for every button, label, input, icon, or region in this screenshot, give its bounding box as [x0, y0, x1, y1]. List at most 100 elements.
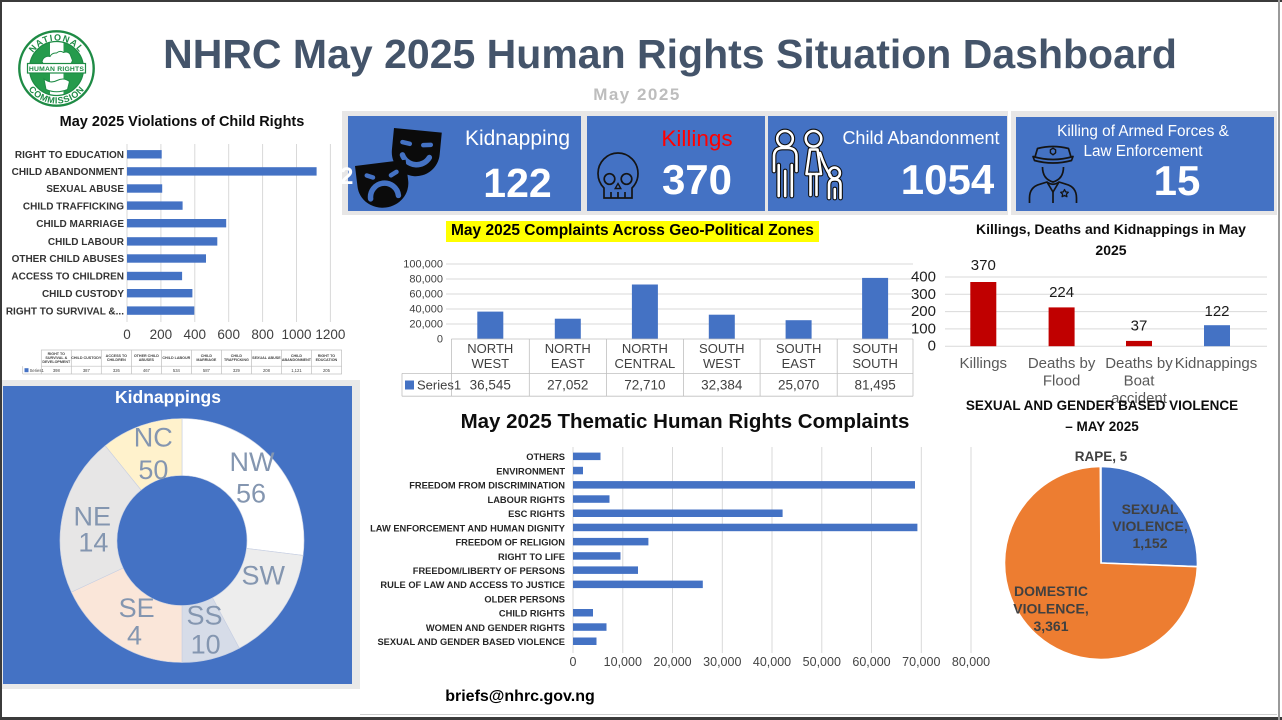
- svg-text:467: 467: [143, 368, 151, 373]
- svg-text:1000: 1000: [281, 327, 311, 342]
- svg-text:Kidnappings: Kidnappings: [1175, 355, 1258, 372]
- svg-text:10: 10: [191, 630, 221, 660]
- svg-text:FREEDOM FROM DISCRIMINATION: FREEDOM FROM DISCRIMINATION: [409, 481, 565, 491]
- svg-text:SE: SE: [119, 593, 155, 623]
- svg-text:122: 122: [1204, 303, 1229, 320]
- svg-text:SW: SW: [242, 561, 286, 591]
- svg-text:Killings, Deaths and Kidnappin: Killings, Deaths and Kidnappings in May: [976, 221, 1246, 237]
- svg-text:20,000: 20,000: [409, 319, 443, 331]
- svg-text:NC: NC: [134, 423, 173, 453]
- svg-text:208: 208: [263, 368, 271, 373]
- svg-text:RAPE, 5: RAPE, 5: [1075, 449, 1128, 464]
- svg-text:Series1: Series1: [30, 368, 45, 373]
- svg-text:50: 50: [138, 455, 168, 485]
- svg-text:100: 100: [911, 320, 936, 337]
- svg-text:SS: SS: [186, 601, 222, 631]
- svg-text:May 2025 Violations of Child R: May 2025 Violations of Child Rights: [60, 114, 305, 130]
- svg-text:1200: 1200: [315, 327, 345, 342]
- svg-text:1,121: 1,121: [291, 368, 302, 373]
- svg-text:200: 200: [911, 303, 936, 320]
- svg-text:20,000: 20,000: [653, 655, 691, 669]
- svg-text:27,052: 27,052: [547, 378, 588, 393]
- svg-text:CHILD TRAFFICKING: CHILD TRAFFICKING: [23, 201, 124, 212]
- svg-text:40,000: 40,000: [409, 304, 443, 316]
- svg-text:205: 205: [323, 368, 331, 373]
- svg-text:80,000: 80,000: [952, 655, 990, 669]
- svg-text:60,000: 60,000: [852, 655, 890, 669]
- svg-text:SEXUAL ABUSE: SEXUAL ABUSE: [46, 184, 124, 195]
- svg-text:0: 0: [437, 334, 443, 346]
- svg-text:Series1: Series1: [417, 378, 461, 393]
- svg-text:600: 600: [217, 327, 240, 342]
- svg-text:534: 534: [173, 368, 181, 373]
- svg-text:72,710: 72,710: [624, 378, 665, 393]
- svg-text:SEXUAL: SEXUAL: [1122, 501, 1179, 517]
- svg-text:ACCESS TO CHILDREN: ACCESS TO CHILDREN: [11, 272, 124, 283]
- svg-text:VIOLENCE,: VIOLENCE,: [1112, 518, 1187, 534]
- svg-text:CHILD LABOUR: CHILD LABOUR: [48, 237, 125, 248]
- svg-text:587: 587: [203, 368, 211, 373]
- svg-text:10,000: 10,000: [604, 655, 642, 669]
- svg-text:SEXUAL ABUSE: SEXUAL ABUSE: [252, 356, 281, 360]
- svg-text:36,545: 36,545: [470, 378, 511, 393]
- svg-text:100,000: 100,000: [403, 259, 443, 271]
- svg-text:4: 4: [127, 621, 142, 651]
- svg-text:25,070: 25,070: [778, 378, 819, 393]
- svg-text:37: 37: [1131, 318, 1148, 335]
- svg-text:CHILD RIGHTS: CHILD RIGHTS: [499, 609, 565, 619]
- svg-text:ENVIRONMENT: ENVIRONMENT: [496, 466, 565, 476]
- svg-text:LAW ENFORCEMENT AND HUMAN DIGN: LAW ENFORCEMENT AND HUMAN DIGNITY: [370, 523, 566, 533]
- svg-text:LABOUR RIGHTS: LABOUR RIGHTS: [488, 495, 565, 505]
- svg-text:32,384: 32,384: [701, 378, 743, 393]
- svg-text:RIGHT TO SURVIVAL &...: RIGHT TO SURVIVAL &...: [6, 306, 124, 317]
- svg-text:DOMESTIC: DOMESTIC: [1014, 583, 1088, 599]
- svg-text:0: 0: [123, 327, 131, 342]
- svg-text:14: 14: [78, 527, 108, 557]
- svg-text:326: 326: [113, 368, 121, 373]
- svg-text:CHILD ABANDONMENT: CHILD ABANDONMENT: [12, 167, 124, 178]
- svg-text:200: 200: [150, 327, 173, 342]
- svg-text:81,495: 81,495: [854, 378, 895, 393]
- svg-text:HUMAN RIGHTS: HUMAN RIGHTS: [29, 66, 85, 73]
- svg-text:2025: 2025: [1095, 242, 1126, 258]
- svg-text:SEXUAL AND GENDER BASED VIOLEN: SEXUAL AND GENDER BASED VIOLENCE: [377, 637, 565, 647]
- svg-text:398: 398: [53, 368, 61, 373]
- svg-text:ESC RIGHTS: ESC RIGHTS: [508, 509, 565, 519]
- svg-text:0: 0: [928, 338, 936, 355]
- svg-text:800: 800: [251, 327, 274, 342]
- svg-text:400: 400: [911, 269, 936, 286]
- svg-text:OLDER PERSONS: OLDER PERSONS: [484, 594, 565, 604]
- svg-text:FREEDOM/LIBERTY OF PERSONS: FREEDOM/LIBERTY OF PERSONS: [413, 566, 565, 576]
- svg-text:RIGHT TO EDUCATION: RIGHT TO EDUCATION: [15, 150, 124, 161]
- svg-text:400: 400: [184, 327, 207, 342]
- svg-text:RIGHT TO LIFE: RIGHT TO LIFE: [498, 552, 565, 562]
- svg-text:CHILD MARRIAGE: CHILD MARRIAGE: [36, 219, 124, 230]
- svg-text:May 2025 Thematic Human Rights: May 2025 Thematic Human Rights Complaint…: [461, 410, 910, 433]
- svg-text:224: 224: [1049, 284, 1074, 301]
- svg-text:50,000: 50,000: [803, 655, 841, 669]
- svg-text:300: 300: [911, 286, 936, 303]
- svg-text:329: 329: [233, 368, 241, 373]
- svg-text:CHILD LABOUR: CHILD LABOUR: [162, 356, 190, 360]
- svg-text:VIOLENCE,: VIOLENCE,: [1013, 601, 1088, 617]
- svg-text:40,000: 40,000: [753, 655, 791, 669]
- svg-text:80,000: 80,000: [409, 274, 443, 286]
- svg-text:60,000: 60,000: [409, 289, 443, 301]
- svg-text:370: 370: [971, 257, 996, 274]
- svg-text:RULE OF LAW AND ACCESS TO JUST: RULE OF LAW AND ACCESS TO JUSTICE: [380, 580, 565, 590]
- svg-text:1,152: 1,152: [1132, 535, 1167, 551]
- svg-text:387: 387: [83, 368, 91, 373]
- svg-text:30,000: 30,000: [703, 655, 741, 669]
